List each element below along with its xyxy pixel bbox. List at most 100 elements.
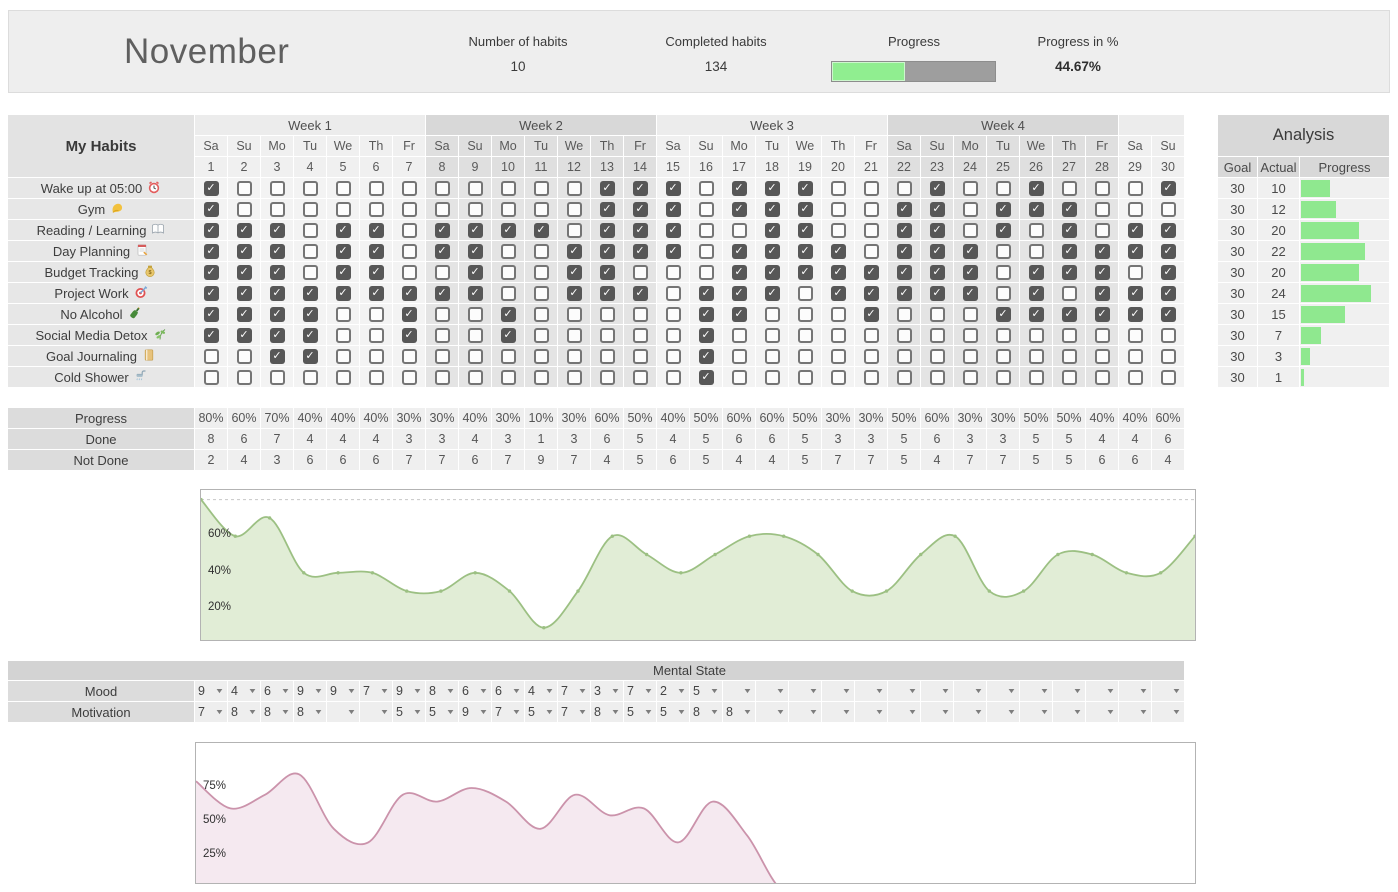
- habit-checkbox[interactable]: [401, 348, 417, 364]
- habit-checkbox[interactable]: [863, 180, 879, 196]
- habit-checkbox[interactable]: [698, 222, 714, 238]
- mental-state-dropdown[interactable]: 7 ▼: [558, 702, 591, 723]
- habit-checkbox[interactable]: [1028, 243, 1044, 259]
- habit-checkbox[interactable]: ✓: [203, 306, 219, 322]
- habit-checkbox[interactable]: [929, 369, 945, 385]
- mental-state-dropdown[interactable]: ▼: [954, 681, 987, 702]
- habit-checkbox[interactable]: ✓: [203, 222, 219, 238]
- mental-state-dropdown[interactable]: ▼: [1086, 702, 1119, 723]
- habit-checkbox[interactable]: [1094, 180, 1110, 196]
- habit-checkbox[interactable]: [797, 327, 813, 343]
- habit-checkbox[interactable]: ✓: [500, 222, 516, 238]
- mental-state-dropdown[interactable]: 5 ▼: [657, 702, 690, 723]
- habit-checkbox[interactable]: [665, 348, 681, 364]
- habit-checkbox[interactable]: [467, 348, 483, 364]
- habit-checkbox[interactable]: ✓: [1127, 243, 1143, 259]
- habit-checkbox[interactable]: ✓: [236, 243, 252, 259]
- habit-checkbox[interactable]: [863, 369, 879, 385]
- habit-checkbox[interactable]: [797, 348, 813, 364]
- habit-checkbox[interactable]: [929, 327, 945, 343]
- habit-checkbox[interactable]: ✓: [302, 348, 318, 364]
- habit-checkbox[interactable]: [302, 264, 318, 280]
- mental-state-dropdown[interactable]: 8 ▼: [228, 702, 261, 723]
- mental-state-dropdown[interactable]: ▼: [888, 702, 921, 723]
- mental-state-dropdown[interactable]: ▼: [1119, 702, 1152, 723]
- habit-checkbox[interactable]: [434, 369, 450, 385]
- habit-checkbox[interactable]: [401, 264, 417, 280]
- habit-checkbox[interactable]: ✓: [203, 327, 219, 343]
- habit-checkbox[interactable]: [269, 369, 285, 385]
- mental-state-dropdown[interactable]: 7 ▼: [558, 681, 591, 702]
- habit-checkbox[interactable]: ✓: [1028, 306, 1044, 322]
- habit-checkbox[interactable]: ✓: [302, 306, 318, 322]
- mental-state-dropdown[interactable]: ▼: [789, 702, 822, 723]
- habit-checkbox[interactable]: ✓: [896, 285, 912, 301]
- habit-checkbox[interactable]: [401, 201, 417, 217]
- mental-state-dropdown[interactable]: ▼: [756, 702, 789, 723]
- habit-checkbox[interactable]: [368, 180, 384, 196]
- habit-checkbox[interactable]: [302, 369, 318, 385]
- habit-checkbox[interactable]: [962, 348, 978, 364]
- mental-state-dropdown[interactable]: ▼: [1119, 681, 1152, 702]
- habit-checkbox[interactable]: ✓: [764, 180, 780, 196]
- habit-checkbox[interactable]: [896, 348, 912, 364]
- mental-state-dropdown[interactable]: 2 ▼: [657, 681, 690, 702]
- habit-checkbox[interactable]: ✓: [269, 285, 285, 301]
- habit-checkbox[interactable]: ✓: [764, 285, 780, 301]
- habit-checkbox[interactable]: [599, 369, 615, 385]
- habit-checkbox[interactable]: [236, 180, 252, 196]
- habit-checkbox[interactable]: [698, 264, 714, 280]
- habit-checkbox[interactable]: [269, 201, 285, 217]
- habit-checkbox[interactable]: ✓: [467, 222, 483, 238]
- habit-checkbox[interactable]: [467, 306, 483, 322]
- mental-state-dropdown[interactable]: 8 ▼: [294, 702, 327, 723]
- habit-checkbox[interactable]: ✓: [632, 285, 648, 301]
- habit-checkbox[interactable]: [566, 327, 582, 343]
- habit-checkbox[interactable]: ✓: [830, 264, 846, 280]
- habit-checkbox[interactable]: ✓: [797, 201, 813, 217]
- mental-state-dropdown[interactable]: 6 ▼: [459, 681, 492, 702]
- habit-checkbox[interactable]: [533, 306, 549, 322]
- habit-checkbox[interactable]: [269, 180, 285, 196]
- mental-state-dropdown[interactable]: ▼: [888, 681, 921, 702]
- mental-state-dropdown[interactable]: 7 ▼: [360, 681, 393, 702]
- habit-checkbox[interactable]: ✓: [731, 285, 747, 301]
- habit-checkbox[interactable]: [797, 369, 813, 385]
- habit-checkbox[interactable]: ✓: [929, 285, 945, 301]
- mental-state-dropdown[interactable]: ▼: [855, 702, 888, 723]
- habit-checkbox[interactable]: ✓: [599, 180, 615, 196]
- habit-checkbox[interactable]: ✓: [1061, 306, 1077, 322]
- habit-checkbox[interactable]: [764, 369, 780, 385]
- habit-checkbox[interactable]: [665, 327, 681, 343]
- habit-checkbox[interactable]: [830, 180, 846, 196]
- habit-checkbox[interactable]: ✓: [566, 285, 582, 301]
- habit-checkbox[interactable]: ✓: [401, 285, 417, 301]
- habit-checkbox[interactable]: [896, 306, 912, 322]
- habit-checkbox[interactable]: ✓: [335, 285, 351, 301]
- habit-checkbox[interactable]: [401, 243, 417, 259]
- habit-checkbox[interactable]: [1127, 264, 1143, 280]
- habit-checkbox[interactable]: ✓: [236, 306, 252, 322]
- habit-checkbox[interactable]: [632, 348, 648, 364]
- habit-checkbox[interactable]: ✓: [335, 222, 351, 238]
- habit-checkbox[interactable]: [302, 222, 318, 238]
- mental-state-dropdown[interactable]: ▼: [723, 681, 756, 702]
- mental-state-dropdown[interactable]: 5 ▼: [525, 702, 558, 723]
- habit-checkbox[interactable]: ✓: [962, 243, 978, 259]
- habit-checkbox[interactable]: [962, 180, 978, 196]
- habit-checkbox[interactable]: [1127, 201, 1143, 217]
- habit-checkbox[interactable]: ✓: [269, 243, 285, 259]
- habit-checkbox[interactable]: ✓: [863, 285, 879, 301]
- habit-checkbox[interactable]: [1094, 327, 1110, 343]
- habit-checkbox[interactable]: [566, 180, 582, 196]
- habit-checkbox[interactable]: [1094, 369, 1110, 385]
- habit-checkbox[interactable]: [863, 201, 879, 217]
- habit-checkbox[interactable]: ✓: [665, 222, 681, 238]
- habit-checkbox[interactable]: [500, 264, 516, 280]
- habit-checkbox[interactable]: [302, 243, 318, 259]
- habit-checkbox[interactable]: [632, 306, 648, 322]
- habit-checkbox[interactable]: ✓: [1094, 243, 1110, 259]
- habit-checkbox[interactable]: [1028, 327, 1044, 343]
- habit-checkbox[interactable]: [1061, 327, 1077, 343]
- habit-checkbox[interactable]: [434, 180, 450, 196]
